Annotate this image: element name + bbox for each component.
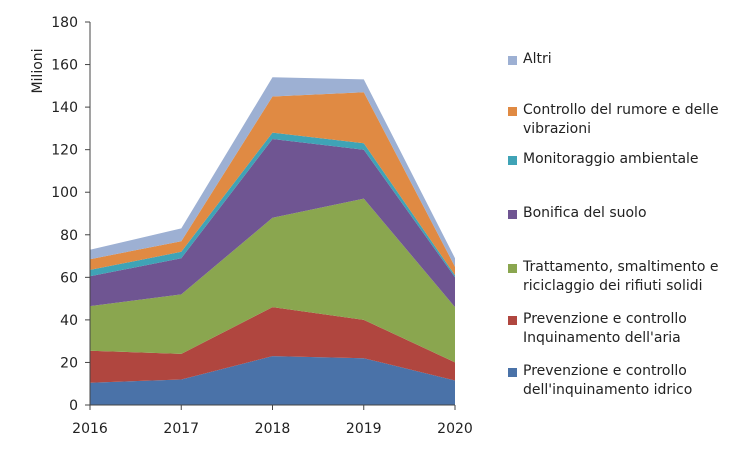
y-axis-title: Milioni — [30, 48, 46, 93]
x-tick-label: 2020 — [437, 421, 473, 437]
legend-swatch — [508, 156, 517, 165]
area-series-group — [90, 77, 455, 405]
area-series-2 — [90, 198, 455, 363]
y-tick-label: 0 — [69, 398, 78, 414]
y-tick-label: 120 — [51, 143, 78, 159]
legend-label: Controllo del rumore e delle vibrazioni — [523, 102, 719, 137]
legend-item: Monitoraggio ambientale — [508, 150, 699, 169]
legend-label: Prevenzione e controllo dell'inquinament… — [523, 363, 693, 398]
y-tick-label: 160 — [51, 58, 78, 74]
legend-label: Trattamento, smaltimento e riciclaggio d… — [523, 259, 719, 294]
y-tick-label: 100 — [51, 185, 78, 201]
x-tick-label: 2017 — [163, 421, 199, 437]
legend-swatch — [508, 107, 517, 116]
y-tick-label: 60 — [60, 270, 78, 286]
legend-swatch — [508, 210, 517, 219]
area-series-1 — [90, 307, 455, 383]
legend-item: Controllo del rumore e delle vibrazioni — [508, 101, 719, 139]
legend-item: Altri — [508, 50, 552, 69]
legend-swatch — [508, 368, 517, 377]
legend-item: Bonifica del suolo — [508, 204, 647, 223]
legend-item: Trattamento, smaltimento e riciclaggio d… — [508, 258, 719, 296]
x-tick-label: 2019 — [346, 421, 382, 437]
legend-label: Altri — [523, 51, 552, 67]
legend-label: Monitoraggio ambientale — [523, 151, 699, 167]
legend-label: Prevenzione e controllo Inquinamento del… — [523, 311, 687, 346]
area-series-6 — [90, 77, 455, 267]
area-series-4 — [90, 132, 455, 278]
x-tick-label: 2016 — [72, 421, 108, 437]
legend-swatch — [508, 316, 517, 325]
y-tick-label: 80 — [60, 228, 78, 244]
legend-label: Bonifica del suolo — [523, 205, 647, 221]
area-series-0 — [90, 356, 455, 405]
y-tick-label: 20 — [60, 355, 78, 371]
legend-item: Prevenzione e controllo dell'inquinament… — [508, 362, 692, 400]
y-tick-label: 180 — [51, 15, 78, 31]
legend-item: Prevenzione e controllo Inquinamento del… — [508, 310, 687, 348]
y-tick-label: 140 — [51, 100, 78, 116]
area-series-3 — [90, 139, 455, 308]
axes-group — [85, 21, 456, 410]
tick-labels-group: 0 20 40 60 80 100 120 140 160 180 2016 2017 2018 2019… — [51, 15, 473, 437]
legend-swatch — [508, 56, 517, 65]
y-tick-label: 40 — [60, 313, 78, 329]
x-tick-label: 2018 — [255, 421, 291, 437]
area-series-5 — [90, 92, 455, 276]
legend-swatch — [508, 264, 517, 273]
